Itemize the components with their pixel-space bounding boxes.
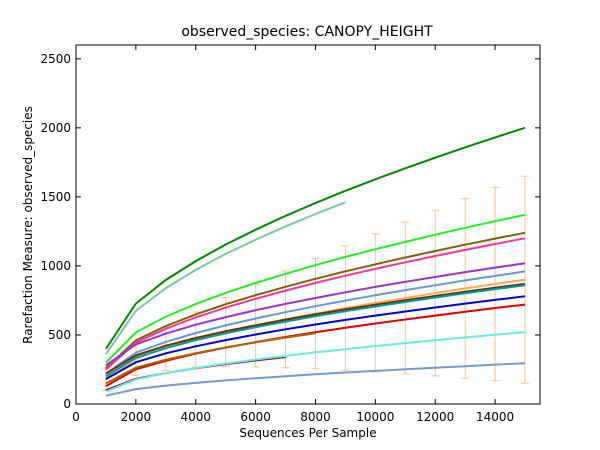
y-tick-label: 500: [48, 328, 71, 342]
x-tick-label: 8000: [300, 410, 331, 424]
series-line: [105, 331, 526, 393]
plot-area: [101, 126, 530, 397]
y-tick-label: 1000: [40, 259, 71, 273]
chart-title: observed_species: CANOPY_HEIGHT: [181, 24, 433, 40]
x-tick-label: 14000: [476, 410, 514, 424]
series-line: [105, 332, 316, 385]
series-line: [105, 284, 526, 378]
series-line: [105, 237, 526, 371]
y-tick-label: 1500: [40, 190, 71, 204]
x-tick-label: 0: [72, 410, 80, 424]
y-tick-label: 2000: [40, 121, 71, 135]
x-tick-label: 10000: [356, 410, 394, 424]
x-tick-label: 6000: [240, 410, 271, 424]
y-axis-label: Rarefaction Measure: observed_species: [21, 106, 35, 344]
x-tick-label: 12000: [416, 410, 454, 424]
series-line: [105, 201, 346, 355]
x-axis-label: Sequences Per Sample: [239, 426, 376, 440]
x-tick-label: 4000: [180, 410, 211, 424]
y-tick-label: 2500: [40, 52, 71, 66]
series-line: [105, 362, 526, 397]
x-tick-label: 2000: [121, 410, 152, 424]
series-line: [105, 270, 526, 375]
series-line: [105, 295, 526, 380]
error-bar: [521, 175, 530, 384]
series-line: [105, 213, 526, 364]
y-tick-label: 0: [63, 397, 71, 411]
series-line: [105, 231, 526, 369]
plot-frame: [75, 44, 541, 405]
series-line: [105, 282, 526, 375]
series-line: [105, 262, 526, 367]
series-line: [105, 126, 526, 350]
